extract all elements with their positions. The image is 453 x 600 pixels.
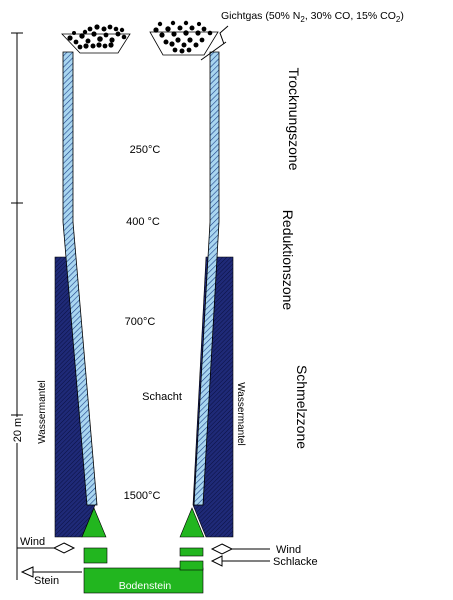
wind-label-left: Wind	[20, 536, 45, 548]
shaft-wall-left	[62, 51, 98, 506]
zone-trocknung: Trocknungszone	[286, 68, 302, 171]
hearth	[81, 507, 205, 594]
wind-arrow-right	[210, 543, 270, 555]
matte-label: Stein	[34, 575, 59, 587]
top-gas-label: Gichtgas (50% N2, 30% CO, 15% CO2)	[221, 10, 404, 24]
temp-1500: 1500°C	[124, 490, 161, 502]
zone-schmelz: Schmelzzone	[294, 365, 310, 449]
water-jacket-label-right: Wassermantel	[235, 382, 246, 446]
zone-reduktion: Reduktionszone	[280, 210, 296, 311]
wind-label-right: Wind	[276, 544, 301, 556]
temp-250: 250°C	[130, 144, 161, 156]
water-jacket-label-left: Wassermantel	[37, 380, 48, 444]
temp-700: 700°C	[125, 316, 156, 328]
height-dimension: 20 m	[10, 32, 24, 580]
slag-arrow	[210, 555, 270, 567]
shaft-wall-right	[193, 51, 220, 506]
matte-arrow	[20, 566, 82, 578]
shaft-label: Schacht	[142, 391, 182, 403]
wind-arrow-left	[17, 542, 76, 554]
bodenstein-label: Bodenstein	[119, 580, 172, 592]
ore-charge-left	[67, 24, 127, 50]
height-label: 20 m	[12, 418, 24, 442]
ore-charge-right	[153, 20, 213, 54]
temp-400: 400 °C	[126, 216, 160, 228]
slag-label: Schlacke	[273, 556, 318, 568]
